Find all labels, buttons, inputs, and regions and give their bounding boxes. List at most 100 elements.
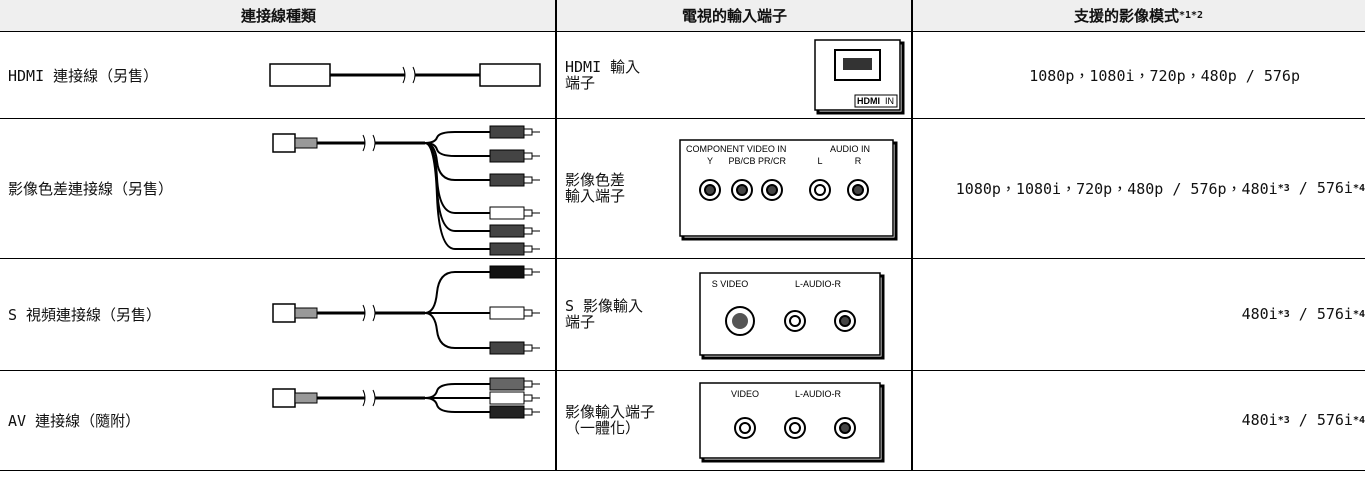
port-label: PB/CB: [728, 156, 755, 166]
port-label: L: [817, 156, 822, 166]
port-label: L-AUDIO-R: [795, 389, 842, 399]
port-label: L-AUDIO-R: [795, 279, 842, 289]
plug-body: [489, 149, 525, 163]
footnote-mark: *3: [1277, 308, 1290, 320]
panel-shadow: [701, 274, 885, 360]
jack-core: [739, 421, 751, 434]
cable-name: HDMI 連接線（另售）: [8, 66, 159, 85]
footnote-mark: *4: [1352, 414, 1365, 426]
plug-body: [489, 242, 525, 256]
cable-branch: [424, 142, 490, 250]
plug-tip: [523, 152, 533, 160]
panel-shadow: [681, 141, 898, 241]
plug-tip: [523, 268, 533, 276]
port-label: COMPONENT VIDEO IN: [686, 144, 786, 154]
connector: [479, 63, 541, 87]
input-line: HDMI 輸入: [565, 58, 641, 76]
input-line: 端子: [565, 313, 596, 331]
row-border: [0, 470, 1365, 471]
cable-illustration: [272, 265, 540, 355]
header-text: 電視的輸入端子: [681, 7, 787, 25]
input-name: 影像色差 輸入端子: [565, 172, 625, 204]
row-border: [0, 258, 1365, 259]
connector: [272, 303, 296, 323]
footnote-mark: *4: [1352, 182, 1365, 194]
port-label: AUDIO IN: [830, 144, 870, 154]
panel-shadow: [816, 41, 905, 115]
modes-cell: 1080p，1080i，720p，480p / 576p，480i *3 / 57…: [914, 118, 1365, 258]
plug-tip: [523, 128, 533, 136]
connector: [272, 388, 296, 408]
cable-branch: [424, 397, 490, 413]
cable-break: [362, 389, 376, 407]
input-line: （一體化）: [565, 419, 641, 437]
cable-branch: [424, 131, 490, 144]
port-label: PR/CR: [758, 156, 787, 166]
cable-name: 影像色差連接線（另售）: [8, 179, 174, 198]
cable-cell: 影像色差連接線（另售）: [8, 118, 268, 258]
port-panel: HDMI IN: [814, 39, 905, 115]
cable-illustration: [272, 377, 540, 419]
input-cell: HDMI 輸入 端子: [565, 32, 680, 118]
mode-text: 480i: [1241, 305, 1278, 323]
modes-cell: 480i *3 / 576i *4: [914, 370, 1365, 470]
cable-break: [362, 304, 376, 322]
footnote-mark: *1*2: [1178, 10, 1204, 21]
header-text: 連接線種類: [240, 7, 316, 25]
mode-text: 1080p，1080i，720p，480p / 576p: [1029, 66, 1300, 85]
input-name: HDMI 輸入 端子: [565, 59, 640, 91]
port-label: S VIDEO: [712, 279, 749, 289]
cable-break: [362, 134, 376, 152]
port-panel: S VIDEO L-AUDIO-R: [699, 272, 885, 360]
mode-text: 1080p，1080i，720p，480p / 576p，480i: [955, 179, 1278, 198]
port-label: IN: [885, 96, 894, 106]
input-line: 端子: [565, 74, 596, 92]
jack-core: [814, 184, 826, 196]
port-label: VIDEO: [731, 389, 759, 399]
cable-branch: [424, 383, 490, 399]
input-cell: S 影像輸入 端子: [565, 258, 680, 370]
svideo-core: [732, 313, 748, 329]
footnote-mark: *4: [1352, 308, 1365, 320]
modes-cell: 1080p，1080i，720p，480p / 576p: [914, 32, 1365, 118]
header-cell: 電視的輸入端子: [557, 0, 912, 32]
plug-tip: [523, 344, 533, 352]
footnote-mark: *3: [1277, 414, 1290, 426]
plug-body: [489, 224, 525, 238]
connector: [272, 133, 296, 153]
plug-body: [489, 125, 525, 139]
input-line: 輸入端子: [565, 187, 626, 205]
port-label: R: [855, 156, 862, 166]
cable-branch: [424, 271, 490, 314]
jack-core: [839, 421, 851, 434]
plug-body: [489, 391, 525, 405]
cable-cell: AV 連接線（隨附）: [8, 370, 268, 470]
header-cell: 支援的影像模式 *1*2: [912, 0, 1365, 32]
plug-tip: [523, 380, 533, 388]
cable-cell: HDMI 連接線（另售）: [8, 32, 268, 118]
connector-grip: [294, 137, 318, 149]
plug-body: [489, 265, 525, 279]
mode-text: / 576i: [1289, 179, 1353, 197]
mode-text: 480i: [1241, 411, 1278, 429]
input-line: 影像輸入端子: [565, 403, 656, 421]
row-border: [0, 370, 1365, 371]
plug-tip: [523, 309, 533, 317]
connector-grip: [294, 307, 318, 319]
plug-body: [489, 306, 525, 320]
header-text: 支援的影像模式: [1073, 7, 1179, 25]
plug-body: [489, 206, 525, 220]
port-panel: VIDEO L-AUDIO-R: [699, 381, 885, 462]
port-panel: COMPONENT VIDEO IN AUDIO IN Y PB/CB PR/CR L R: [679, 139, 898, 241]
column-divider: [555, 0, 557, 470]
hdmi-socket: [843, 58, 872, 70]
mode-text: / 576i: [1289, 305, 1353, 323]
hdmi-badge: [854, 94, 898, 108]
jack-core: [789, 315, 801, 327]
plug-tip: [523, 209, 533, 217]
input-line: S 影像輸入: [565, 297, 644, 315]
jack-core: [789, 421, 801, 434]
panel-shadow: [701, 384, 885, 462]
header-cell: 連接線種類: [0, 0, 557, 32]
